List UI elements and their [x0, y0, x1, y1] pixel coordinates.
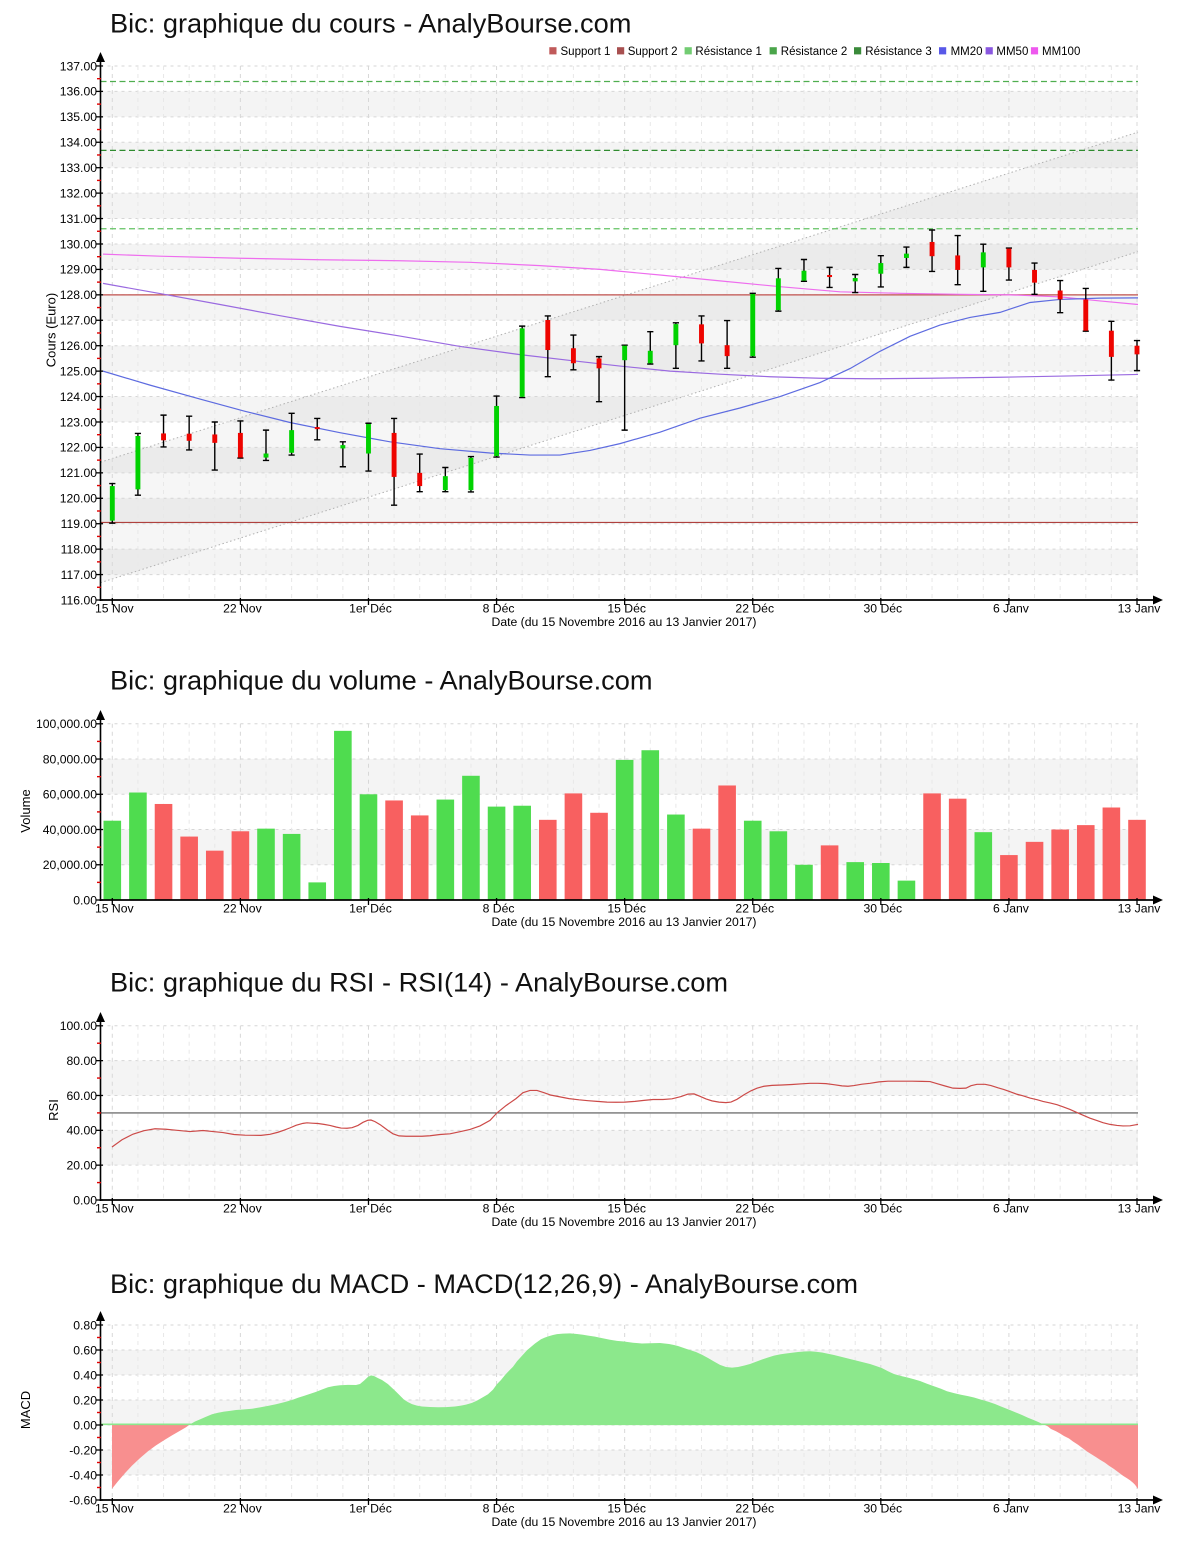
svg-text:15 Nov: 15 Nov — [95, 1502, 135, 1516]
svg-text:22 Nov: 22 Nov — [223, 1202, 263, 1216]
svg-text:Bic: graphique du volume - Ana: Bic: graphique du volume - AnalyBourse.c… — [110, 665, 653, 696]
svg-text:131.00: 131.00 — [60, 212, 97, 226]
svg-text:15 Déc: 15 Déc — [607, 602, 646, 616]
svg-text:MM100: MM100 — [1042, 46, 1080, 58]
svg-text:-0.40: -0.40 — [69, 1468, 97, 1482]
svg-text:15 Déc: 15 Déc — [607, 1502, 646, 1516]
svg-text:Support 2: Support 2 — [628, 46, 678, 58]
svg-text:8 Déc: 8 Déc — [483, 1502, 515, 1516]
svg-text:Résistance 3: Résistance 3 — [865, 46, 931, 58]
svg-text:Résistance 1: Résistance 1 — [695, 46, 761, 58]
svg-text:40,000.00: 40,000.00 — [43, 823, 97, 837]
svg-text:134.00: 134.00 — [60, 136, 97, 150]
svg-text:1er Déc: 1er Déc — [349, 902, 392, 916]
svg-text:124.00: 124.00 — [60, 390, 97, 404]
svg-text:30 Déc: 30 Déc — [864, 1502, 903, 1516]
svg-text:0.80: 0.80 — [73, 1318, 97, 1332]
svg-text:119.00: 119.00 — [61, 517, 98, 531]
svg-text:137.00: 137.00 — [60, 59, 97, 73]
svg-text:60.00: 60.00 — [67, 1089, 98, 1103]
svg-text:Bic: graphique du RSI - RSI(14: Bic: graphique du RSI - RSI(14) - AnalyB… — [110, 967, 728, 998]
svg-text:0.00: 0.00 — [73, 1193, 97, 1207]
svg-text:100,000.00: 100,000.00 — [36, 717, 97, 731]
svg-text:13 Janv: 13 Janv — [1118, 602, 1162, 616]
svg-text:6 Janv: 6 Janv — [993, 1502, 1030, 1516]
svg-text:Bic: graphique du MACD - MACD(: Bic: graphique du MACD - MACD(12,26,9) -… — [110, 1268, 858, 1299]
svg-text:MM50: MM50 — [996, 46, 1028, 58]
svg-text:22 Nov: 22 Nov — [223, 902, 263, 916]
svg-text:22 Déc: 22 Déc — [735, 1202, 774, 1216]
svg-text:22 Déc: 22 Déc — [735, 1502, 774, 1516]
svg-text:135.00: 135.00 — [60, 110, 97, 124]
svg-text:6 Janv: 6 Janv — [993, 1202, 1030, 1216]
svg-text:60,000.00: 60,000.00 — [43, 788, 97, 802]
svg-text:15 Nov: 15 Nov — [95, 902, 135, 916]
svg-text:132.00: 132.00 — [60, 186, 97, 200]
svg-text:122.00: 122.00 — [60, 441, 97, 455]
svg-text:MM20: MM20 — [951, 46, 983, 58]
svg-text:0.20: 0.20 — [73, 1393, 97, 1407]
svg-text:RSI: RSI — [46, 1099, 61, 1121]
svg-text:15 Nov: 15 Nov — [95, 602, 135, 616]
svg-text:30 Déc: 30 Déc — [864, 602, 903, 616]
svg-text:6 Janv: 6 Janv — [993, 902, 1030, 916]
svg-text:30 Déc: 30 Déc — [864, 902, 903, 916]
svg-text:Date (du 15 Novembre 2016 au 1: Date (du 15 Novembre 2016 au 13 Janvier … — [492, 1515, 757, 1529]
svg-text:125.00: 125.00 — [60, 364, 97, 378]
svg-text:1er Déc: 1er Déc — [349, 1202, 392, 1216]
svg-text:22 Déc: 22 Déc — [735, 902, 774, 916]
svg-text:1er Déc: 1er Déc — [349, 602, 392, 616]
svg-text:8 Déc: 8 Déc — [483, 602, 515, 616]
svg-text:127.00: 127.00 — [60, 314, 97, 328]
svg-text:Bic: graphique du cours - Anal: Bic: graphique du cours - AnalyBourse.co… — [110, 7, 631, 38]
svg-text:116.00: 116.00 — [61, 593, 98, 607]
svg-text:130.00: 130.00 — [60, 237, 97, 251]
svg-text:30 Déc: 30 Déc — [864, 1202, 903, 1216]
svg-text:0.00: 0.00 — [73, 1418, 97, 1432]
svg-text:-0.20: -0.20 — [69, 1443, 97, 1457]
svg-text:117.00: 117.00 — [61, 568, 98, 582]
svg-text:0.60: 0.60 — [73, 1343, 97, 1357]
svg-text:118.00: 118.00 — [61, 542, 98, 556]
svg-text:13 Janv: 13 Janv — [1118, 1502, 1162, 1516]
svg-text:6 Janv: 6 Janv — [993, 602, 1030, 616]
svg-text:129.00: 129.00 — [60, 263, 97, 277]
svg-text:128.00: 128.00 — [60, 288, 97, 302]
svg-text:121.00: 121.00 — [60, 466, 97, 480]
svg-text:80,000.00: 80,000.00 — [43, 752, 97, 766]
svg-text:15 Nov: 15 Nov — [95, 1202, 135, 1216]
svg-text:0.40: 0.40 — [73, 1368, 97, 1382]
svg-text:133.00: 133.00 — [60, 161, 97, 175]
svg-text:15 Déc: 15 Déc — [607, 902, 646, 916]
svg-text:20,000.00: 20,000.00 — [43, 858, 97, 872]
svg-text:100.00: 100.00 — [60, 1019, 97, 1033]
svg-text:Date (du 15 Novembre 2016 au 1: Date (du 15 Novembre 2016 au 13 Janvier … — [492, 915, 757, 929]
svg-text:Résistance 2: Résistance 2 — [781, 46, 847, 58]
svg-text:Volume: Volume — [18, 789, 33, 832]
svg-text:15 Déc: 15 Déc — [607, 1202, 646, 1216]
svg-text:22 Déc: 22 Déc — [735, 602, 774, 616]
svg-text:80.00: 80.00 — [67, 1054, 98, 1068]
svg-text:8 Déc: 8 Déc — [483, 1202, 515, 1216]
svg-text:-0.60: -0.60 — [69, 1493, 97, 1507]
svg-text:40.00: 40.00 — [67, 1124, 98, 1138]
svg-text:Date (du 15 Novembre 2016 au 1: Date (du 15 Novembre 2016 au 13 Janvier … — [492, 1215, 757, 1229]
svg-text:8 Déc: 8 Déc — [483, 902, 515, 916]
svg-text:Date (du 15 Novembre 2016 au 1: Date (du 15 Novembre 2016 au 13 Janvier … — [492, 615, 757, 629]
svg-text:136.00: 136.00 — [60, 85, 97, 99]
svg-text:MACD: MACD — [18, 1391, 33, 1429]
svg-text:123.00: 123.00 — [60, 415, 97, 429]
svg-text:Cours (Euro): Cours (Euro) — [43, 293, 58, 367]
svg-text:0.00: 0.00 — [73, 893, 97, 907]
svg-text:22 Nov: 22 Nov — [223, 1502, 263, 1516]
svg-text:20.00: 20.00 — [67, 1158, 98, 1172]
svg-text:13 Janv: 13 Janv — [1118, 902, 1162, 916]
svg-text:120.00: 120.00 — [60, 492, 97, 506]
svg-text:22 Nov: 22 Nov — [223, 602, 263, 616]
svg-text:Support 1: Support 1 — [561, 46, 611, 58]
svg-text:13 Janv: 13 Janv — [1118, 1202, 1162, 1216]
svg-text:1er Déc: 1er Déc — [349, 1502, 392, 1516]
svg-text:126.00: 126.00 — [60, 339, 97, 353]
